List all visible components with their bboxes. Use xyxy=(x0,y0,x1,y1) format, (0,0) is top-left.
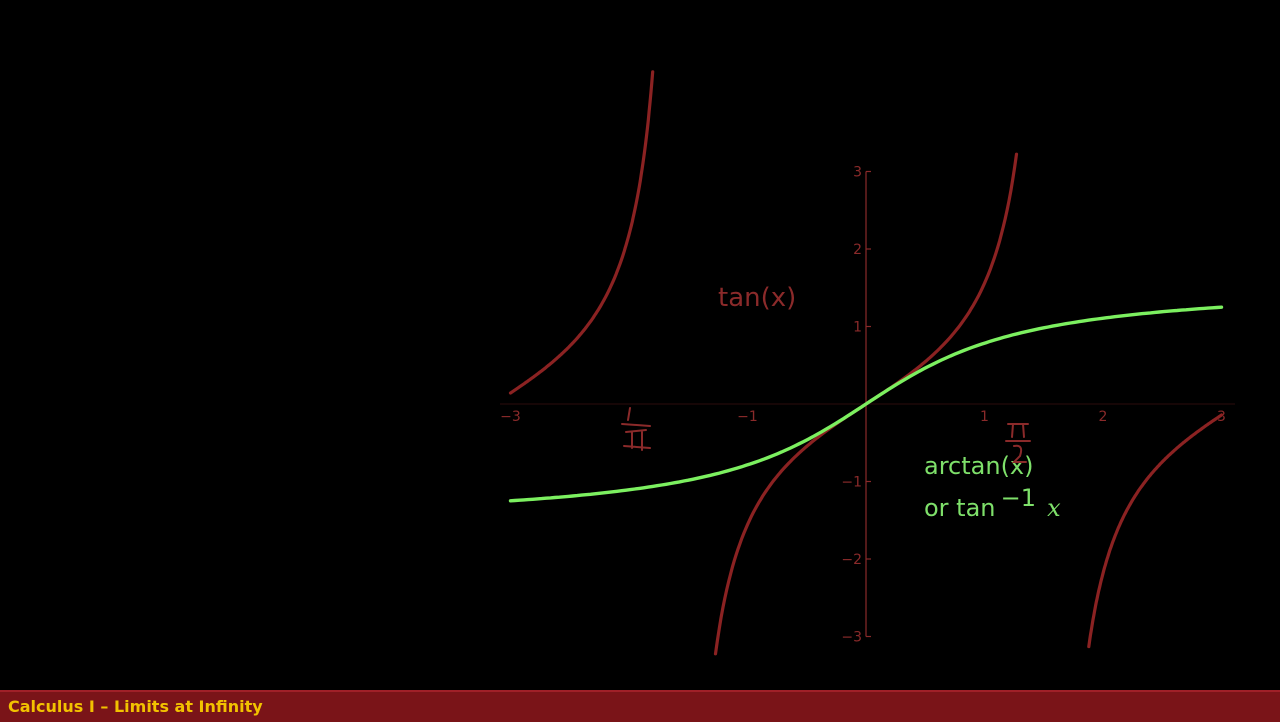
tan-label: tan(x) xyxy=(718,283,796,313)
x-tick-label: −3 xyxy=(500,409,521,425)
curves xyxy=(508,70,1224,656)
y-tick-label: −3 xyxy=(841,630,862,646)
caption-title: Calculus I – Limits at Infinity xyxy=(8,697,263,716)
y-tick-label: 3 xyxy=(853,165,862,181)
tick-labels: −3 −1 1 2 3 3 2 1 −1 −2 −3 xyxy=(500,165,1226,646)
handwritten-pi-over-2-mark xyxy=(1005,423,1031,463)
y-tick-label: 1 xyxy=(853,320,862,336)
handwritten-neg-pi-over-2-mark xyxy=(621,407,651,451)
arctan-curve xyxy=(508,305,1224,503)
arctan-label: arctan(x) xyxy=(924,452,1034,480)
tan-curve-branch xyxy=(508,70,655,395)
caption-bar: Calculus I – Limits at Infinity xyxy=(0,690,1280,722)
inverse-notation: or tan −1 x xyxy=(924,484,1061,522)
x-tick-label: −1 xyxy=(737,409,758,425)
tan-curve-branch xyxy=(1087,413,1224,649)
x-tick-label: 1 xyxy=(980,409,989,425)
y-tick-label: 2 xyxy=(853,242,862,258)
inverse-exponent: −1 xyxy=(1001,484,1036,512)
y-tick-label: −2 xyxy=(841,552,862,568)
y-tick-label: −1 xyxy=(841,475,862,491)
inverse-variable: x xyxy=(1047,494,1061,522)
x-tick-label: 2 xyxy=(1099,409,1108,425)
inverse-prefix: or tan xyxy=(924,494,996,522)
x-tick-label: 3 xyxy=(1217,409,1226,425)
